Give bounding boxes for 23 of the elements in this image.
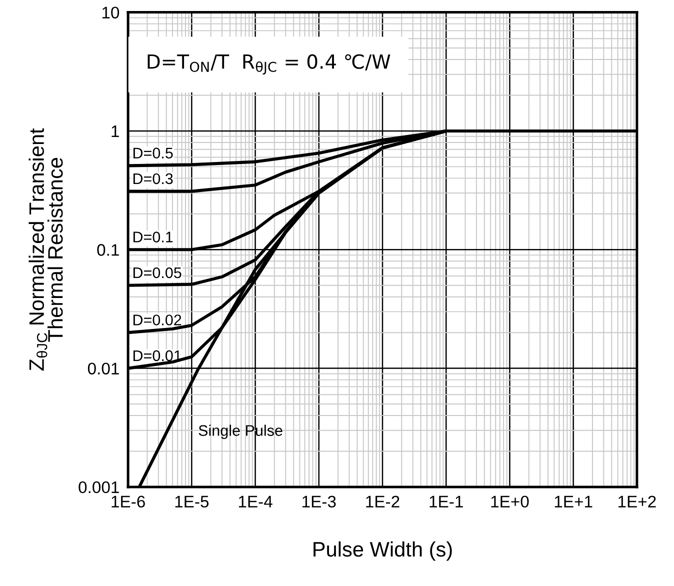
series-label: Single Pulse xyxy=(198,424,282,439)
y-tick-label: 0.001 xyxy=(78,481,119,494)
series-label: D=0.02 xyxy=(133,314,182,326)
x-tick-label: 1E-5 xyxy=(175,496,209,508)
y-axis-title: Z$_{θJC}$ Normalized Transient Thermal Resistance xyxy=(28,128,63,371)
x-tick-label: 1E+0 xyxy=(491,496,529,508)
x-tick-label: 1E-4 xyxy=(238,496,272,508)
x-tick-label: 1E+2 xyxy=(618,496,656,508)
series-label: D=0.3 xyxy=(133,173,173,184)
annotation: D=T$_{ON}$/T R$_{θJC}$ = 0.4 ℃/W xyxy=(148,54,390,75)
x-axis-title: Pulse Width (s) xyxy=(314,541,452,561)
y-tick-label: 10 xyxy=(102,6,120,19)
y-tick-label: 0.1 xyxy=(97,244,119,256)
series-label: D=0.05 xyxy=(133,267,182,278)
x-tick-label: 1E-3 xyxy=(302,496,336,508)
series-label: D=0.5 xyxy=(133,148,173,158)
x-tick-label: 1E+1 xyxy=(554,496,592,508)
x-tick-label: 1E-6 xyxy=(112,496,145,508)
y-tick-label: 0.01 xyxy=(88,362,119,375)
y-tick-label: 1 xyxy=(112,126,119,138)
x-tick-label: 1E-1 xyxy=(430,496,463,508)
x-tick-label: 1E-2 xyxy=(366,496,400,508)
series-label: D=0.1 xyxy=(133,232,173,242)
